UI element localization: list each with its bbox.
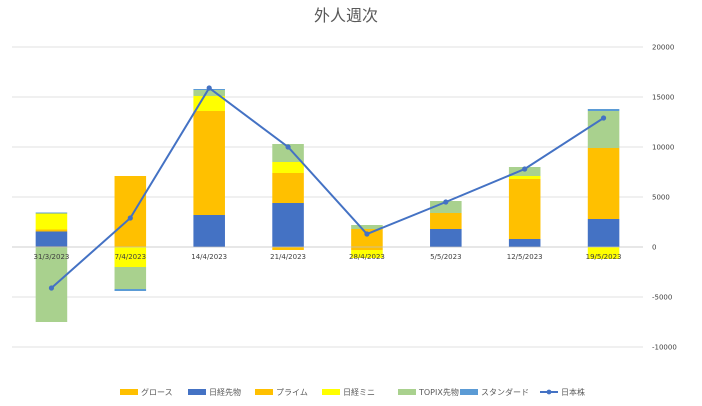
bar-segment: [351, 225, 383, 229]
legend: グロース 日経先物 プライム 日経ミニ TOPIX先物 スタンダード 日本株: [120, 387, 585, 397]
bar-segment: [351, 247, 383, 250]
legend-label: 日経先物: [209, 387, 241, 397]
bar-segment: [114, 289, 147, 291]
bar-segment: [35, 231, 68, 247]
legend-label: グロース: [141, 387, 173, 397]
bar-segment: [587, 219, 620, 247]
legend-label: スタンダード: [481, 387, 529, 397]
x-tick-label: 7/4/2023: [115, 253, 146, 261]
legend-swatch-marker: [546, 389, 552, 395]
legend-swatch: [460, 389, 478, 395]
bar-segment: [35, 213, 68, 230]
line-series-path: [50, 86, 605, 289]
x-tick-label: 12/5/2023: [507, 253, 543, 261]
gridlines: [12, 46, 643, 348]
bar-segment: [272, 173, 304, 203]
bar-segment: [430, 213, 462, 229]
y-tick-label: 10000: [652, 144, 674, 152]
bar-segment: [508, 176, 541, 179]
bar-segment: [351, 229, 383, 247]
legend-swatch: [120, 389, 138, 395]
y-tick-label: -10000: [652, 344, 677, 352]
bar-segment: [272, 247, 304, 250]
bar-segment: [272, 162, 304, 173]
bar-segment: [35, 229, 68, 232]
bars: [35, 89, 620, 322]
bar-segment: [508, 239, 541, 247]
bar-segment: [351, 250, 383, 258]
line-point: [443, 199, 449, 205]
x-tick-label: 31/3/2023: [33, 253, 69, 261]
bar-segment: [430, 229, 462, 247]
bar-segment: [35, 212, 68, 214]
x-tick-label: 21/4/2023: [270, 253, 306, 261]
bar-segment: [193, 215, 225, 247]
legend-swatch: [322, 389, 340, 395]
y-tick-label: -5000: [652, 294, 672, 302]
legend-swatch: [255, 389, 273, 395]
line-point: [127, 215, 133, 221]
x-tick-label: 14/4/2023: [191, 253, 227, 261]
y-tick-label: 5000: [652, 194, 670, 202]
line-point: [522, 166, 528, 172]
bar-segment: [114, 267, 147, 289]
bar-segment: [587, 247, 620, 259]
bar-segment: [508, 179, 541, 239]
bar-segment: [587, 148, 620, 219]
bar-segment: [430, 201, 462, 213]
bar-segment: [193, 90, 225, 96]
y-tick-label: 20000: [652, 44, 674, 52]
bar-segment: [193, 96, 225, 111]
bar-segment: [193, 111, 225, 215]
bar-segment: [272, 144, 304, 162]
legend-label: 日本株: [561, 387, 585, 397]
line-series: [48, 85, 607, 291]
chart-title: 外人週次: [314, 6, 378, 25]
x-tick-label: 19/5/2023: [586, 253, 622, 261]
line-point: [48, 285, 55, 291]
bar-segment: [587, 109, 620, 111]
legend-label: プライム: [276, 388, 308, 397]
x-tick-label: 5/5/2023: [430, 253, 461, 261]
x-tick-label: 28/4/2023: [349, 253, 385, 261]
y-axis: 20000 15000 10000 5000 0 -5000 -10000: [652, 44, 677, 352]
line-point: [206, 85, 212, 91]
legend-label: 日経ミニ: [343, 387, 375, 397]
y-tick-label: 15000: [652, 94, 674, 102]
line-point: [364, 231, 370, 237]
bar-segment: [35, 247, 68, 322]
y-tick-label: 0: [652, 244, 656, 252]
bar-segment: [114, 247, 147, 267]
legend-label: TOPIX先物: [418, 387, 459, 397]
line-point: [285, 144, 291, 150]
x-axis: 31/3/2023 7/4/2023 14/4/2023 21/4/2023 28/4/…: [33, 253, 621, 261]
bar-segment: [114, 176, 147, 247]
bar-segment: [272, 203, 304, 247]
line-point: [600, 115, 607, 121]
legend-swatch: [188, 389, 206, 395]
legend-swatch: [398, 389, 416, 395]
